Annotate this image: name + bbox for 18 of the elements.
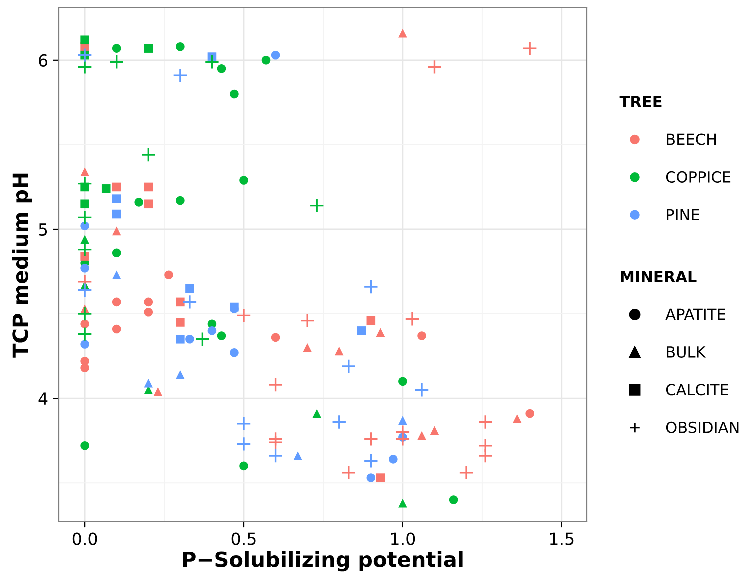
y-tick-label: 4 [38, 392, 48, 405]
legend-title: TREE [620, 96, 662, 108]
y-tick-label: 6 [39, 54, 48, 67]
text: APATITE [666, 308, 726, 320]
y-tick-label: 5 [39, 224, 48, 236]
legend-label: COPPICE [666, 171, 731, 183]
text: OBSIDIAN [666, 422, 739, 434]
legend-label: PINE [667, 209, 700, 220]
x-tick-label: 0.0 [72, 532, 98, 546]
x-tick-label: 0.5 [232, 532, 256, 546]
legend-label: BEECH [667, 134, 716, 146]
x-axis-title: P−Solubilizing potential [183, 551, 463, 572]
text: BULK [667, 346, 706, 358]
y-axis-title: TCP medium pH [12, 174, 32, 358]
text: MINERAL [621, 271, 697, 282]
x-tick-label: 1.5 [550, 532, 574, 546]
text: CALCITE [666, 384, 728, 396]
x-tick-label: 1.0 [392, 532, 416, 546]
